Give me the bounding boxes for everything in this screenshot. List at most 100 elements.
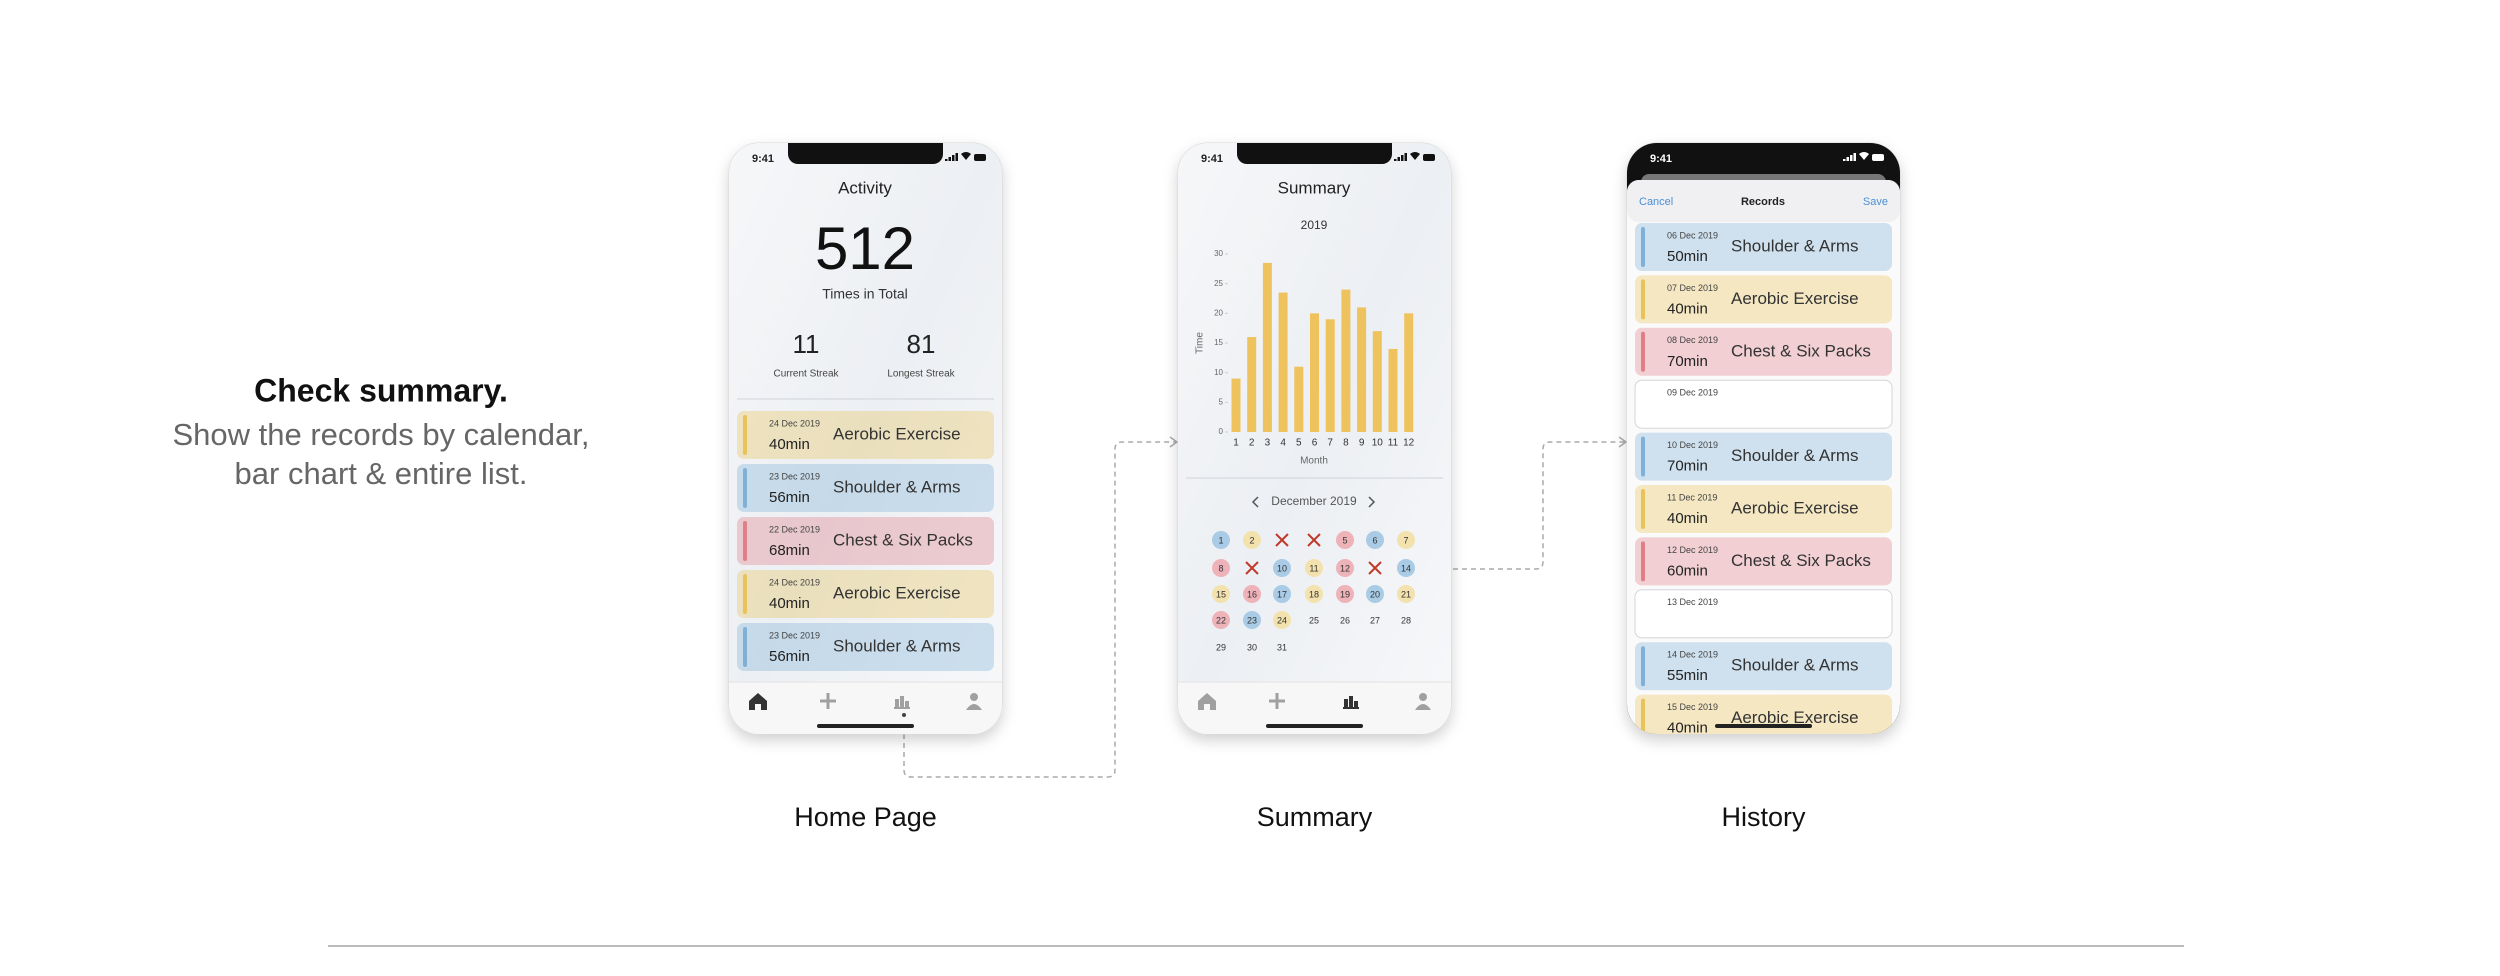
record-name: Chest & Six Packs bbox=[1731, 551, 1871, 570]
day-label: 30 bbox=[1247, 642, 1257, 652]
bar bbox=[1247, 337, 1257, 432]
missed-day bbox=[1307, 533, 1321, 547]
chart-icon bbox=[1349, 696, 1353, 708]
intro-line: bar chart & entire list. bbox=[235, 456, 528, 491]
record-name: Shoulder & Arms bbox=[1731, 656, 1859, 675]
record-stripe bbox=[743, 574, 747, 614]
day-label: 5 bbox=[1342, 535, 1347, 545]
bar bbox=[1278, 292, 1288, 432]
y-tick-label: 25 bbox=[1214, 279, 1223, 288]
notch bbox=[1237, 143, 1392, 164]
day-circle bbox=[1305, 559, 1323, 577]
battery bbox=[974, 154, 986, 161]
record-name: Chest & Six Packs bbox=[833, 530, 973, 549]
x-tick-label: 11 bbox=[1388, 438, 1399, 449]
record-name: Shoulder & Arms bbox=[833, 636, 961, 655]
day-label: 7 bbox=[1403, 535, 1408, 545]
record-name: Chest & Six Packs bbox=[1731, 341, 1871, 360]
record-name: Aerobic Exercise bbox=[1731, 289, 1859, 308]
day-circle bbox=[1273, 585, 1291, 603]
screen-title: Activity bbox=[838, 178, 892, 197]
day-label: 24 bbox=[1277, 615, 1287, 625]
y-tick-label: 30 bbox=[1214, 249, 1223, 258]
record-card bbox=[1635, 223, 1892, 271]
record-stripe bbox=[743, 521, 747, 561]
record-duration: 70min bbox=[1667, 353, 1708, 370]
signal-bar bbox=[952, 155, 955, 161]
x-tick-label: 5 bbox=[1296, 438, 1302, 449]
day-circle bbox=[1336, 585, 1354, 603]
record-card bbox=[1635, 694, 1892, 734]
y-tick-label: 15 bbox=[1214, 338, 1223, 347]
home-indicator bbox=[1266, 724, 1363, 728]
record-card bbox=[737, 623, 994, 671]
record-card bbox=[1635, 432, 1892, 481]
cancel-button[interactable]: Cancel bbox=[1639, 196, 1673, 208]
record-card bbox=[1635, 642, 1892, 691]
screen-bg bbox=[1178, 143, 1451, 734]
save-button[interactable]: Save bbox=[1863, 196, 1888, 208]
screen-bg bbox=[729, 143, 1002, 734]
x-tick-label: 10 bbox=[1372, 438, 1384, 449]
record-duration: 56min bbox=[769, 489, 810, 506]
record-card bbox=[1635, 485, 1892, 533]
record-date: 23 Dec 2019 bbox=[769, 630, 820, 640]
x-tick-label: 1 bbox=[1233, 438, 1239, 449]
profile-icon bbox=[970, 693, 978, 701]
day-label: 16 bbox=[1247, 589, 1257, 599]
record-date: 06 Dec 2019 bbox=[1667, 230, 1718, 240]
record-stripe bbox=[1641, 331, 1645, 372]
total-label: Times in Total bbox=[822, 286, 908, 302]
home-icon bbox=[1198, 693, 1216, 710]
record-name: Shoulder & Arms bbox=[833, 477, 961, 496]
bar bbox=[1294, 366, 1304, 432]
chart-icon bbox=[905, 701, 909, 708]
chart-title: 2019 bbox=[1301, 218, 1328, 232]
record-date: 23 Dec 2019 bbox=[769, 471, 820, 481]
x-axis-label: Month bbox=[1300, 456, 1328, 467]
connector bbox=[1282, 441, 1625, 570]
day-circle bbox=[1336, 531, 1354, 549]
record-name: Aerobic Exercise bbox=[1731, 708, 1859, 727]
record-card bbox=[737, 570, 994, 618]
sheet-title: Records bbox=[1741, 196, 1785, 208]
signal-bar bbox=[1850, 155, 1853, 161]
day-label: 26 bbox=[1340, 615, 1350, 625]
record-card bbox=[1635, 327, 1892, 376]
day-label: 19 bbox=[1340, 589, 1350, 599]
day-label: 29 bbox=[1216, 642, 1226, 652]
record-date: 07 Dec 2019 bbox=[1667, 283, 1718, 293]
record-stripe bbox=[1641, 227, 1645, 267]
y-axis-label: Time bbox=[1195, 332, 1206, 354]
x-tick-label: 2 bbox=[1249, 438, 1255, 449]
record-duration: 40min bbox=[1667, 720, 1708, 737]
day-label: 6 bbox=[1372, 535, 1377, 545]
day-circle bbox=[1212, 531, 1230, 549]
day-label: 23 bbox=[1247, 615, 1257, 625]
x-tick-label: 9 bbox=[1359, 438, 1365, 449]
record-date: 22 Dec 2019 bbox=[769, 524, 820, 534]
record-card bbox=[1634, 379, 1893, 429]
day-circle bbox=[1243, 531, 1261, 549]
missed-day bbox=[1368, 561, 1382, 575]
record-duration: 40min bbox=[769, 595, 810, 612]
record-card bbox=[1635, 275, 1892, 324]
day-label: 27 bbox=[1370, 615, 1380, 625]
day-circle bbox=[1212, 585, 1230, 603]
day-circle bbox=[1336, 559, 1354, 577]
record-card bbox=[1634, 589, 1893, 639]
day-circle bbox=[1397, 585, 1415, 603]
day-circle bbox=[1273, 611, 1291, 629]
status-time: 9:41 bbox=[1650, 153, 1672, 165]
x-tick-label: 6 bbox=[1312, 438, 1318, 449]
stat-value: 11 bbox=[793, 329, 820, 359]
record-duration: 70min bbox=[1667, 458, 1708, 475]
day-circle bbox=[1243, 611, 1261, 629]
chart-icon bbox=[895, 699, 899, 708]
arrow bbox=[1618, 436, 1628, 448]
bar bbox=[1404, 313, 1414, 432]
record-card bbox=[737, 411, 994, 459]
record-date: 15 Dec 2019 bbox=[1667, 702, 1718, 712]
